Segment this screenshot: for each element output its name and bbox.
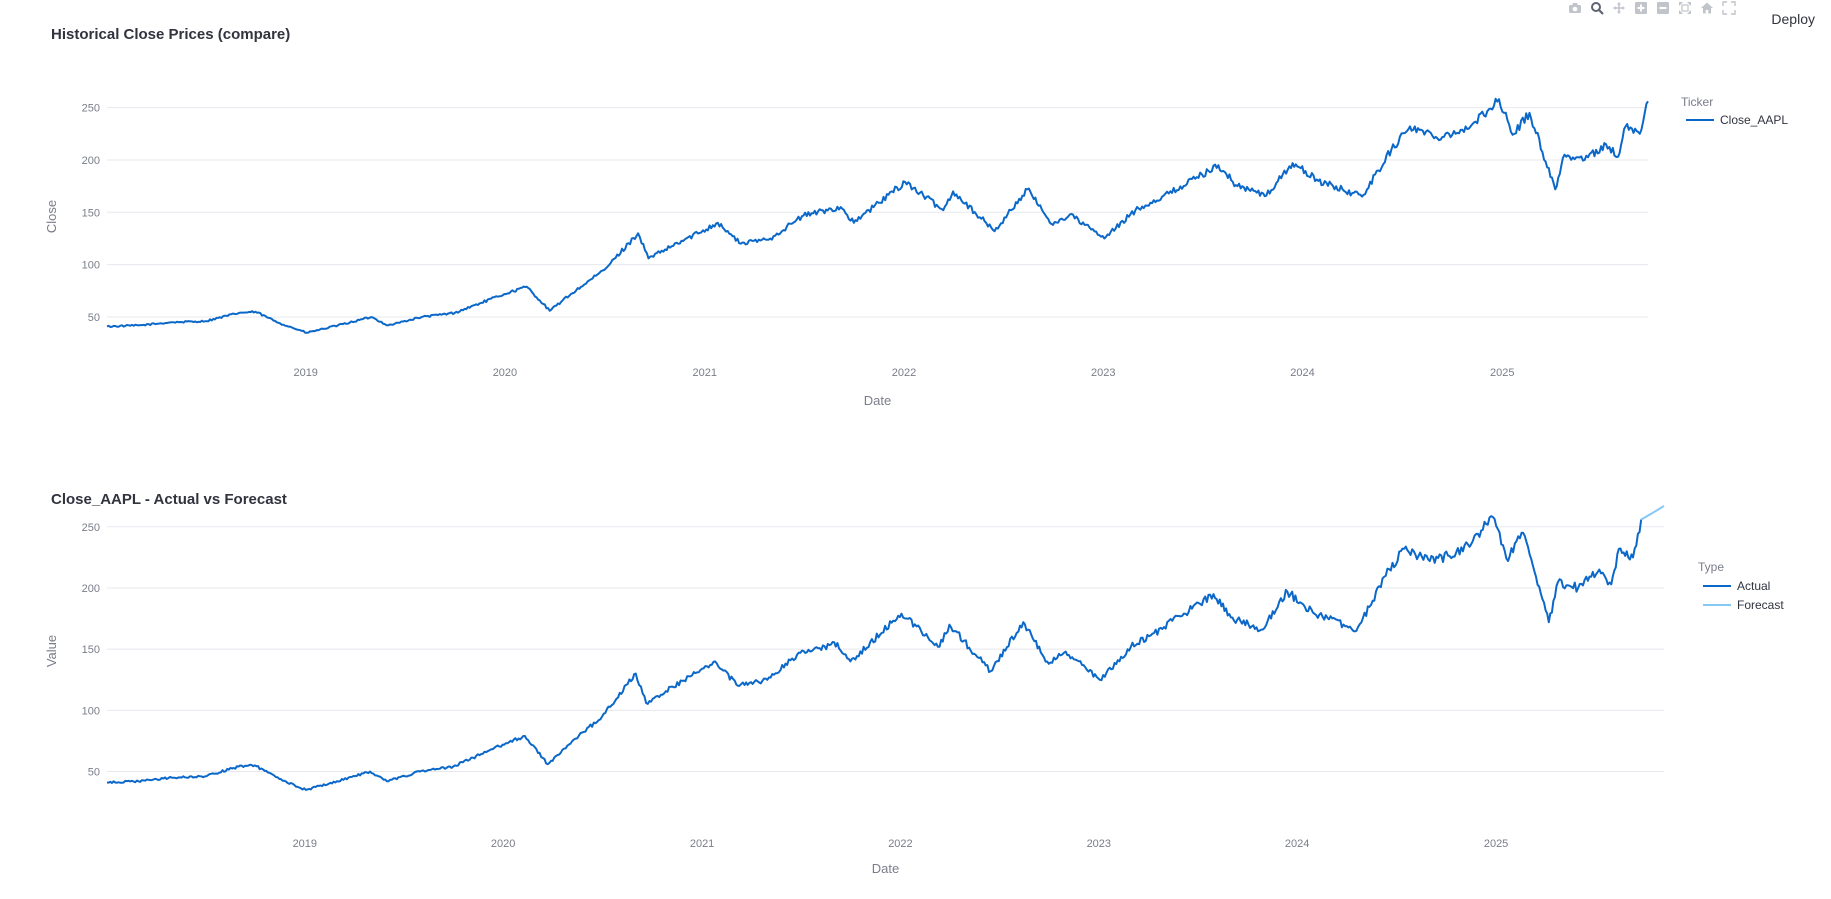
x-tick-label: 2020 (493, 367, 517, 379)
y-axis-title: Value (44, 635, 59, 667)
legend-item-label[interactable]: Close_AAPL (1720, 113, 1788, 127)
autoscale-icon[interactable] (1674, 0, 1696, 16)
camera-icon[interactable] (1564, 0, 1586, 16)
reset-axes-icon[interactable] (1696, 0, 1718, 16)
actual-vs-forecast-plot[interactable]: 50 100 150 200 250 2019 2020 2021 2022 2023 2024 20… (0, 465, 1831, 895)
x-axis-title: Date (864, 393, 891, 408)
y-tick-label: 50 (88, 312, 100, 324)
x-tick-label: 2023 (1087, 838, 1111, 850)
series-line-actual[interactable] (106, 515, 1643, 791)
x-tick-label: 2025 (1490, 367, 1514, 379)
series-line-close-aapl[interactable] (106, 97, 1649, 334)
y-tick-label: 150 (82, 207, 100, 219)
y-tick-label: 100 (82, 260, 100, 272)
chart-title: Historical Close Prices (compare) (51, 26, 291, 43)
legend-title: Type (1698, 560, 1724, 574)
legend-item-label[interactable]: Forecast (1737, 598, 1784, 612)
x-tick-label: 2021 (692, 367, 716, 379)
series-line-forecast[interactable] (1640, 505, 1665, 521)
pan-icon[interactable] (1608, 0, 1630, 16)
historical-close-plot[interactable]: 50 100 150 200 250 2019 2020 2021 2022 2023 2024 20… (0, 0, 1831, 420)
x-tick-label: 2024 (1290, 367, 1314, 379)
chart-modebar (1564, 0, 1740, 16)
x-tick-label: 2025 (1484, 838, 1508, 850)
y-tick-label: 250 (82, 522, 100, 534)
zoom-icon[interactable] (1586, 0, 1608, 16)
actual-vs-forecast-chart: Close_AAPL - Actual vs Forecast 50 100 150… (0, 465, 1831, 895)
x-axis-title: Date (872, 861, 899, 876)
x-tick-label: 2023 (1091, 367, 1115, 379)
x-tick-label: 2022 (892, 367, 916, 379)
y-tick-label: 150 (82, 644, 100, 656)
x-tick-label: 2022 (888, 838, 912, 850)
legend-item-label[interactable]: Actual (1737, 579, 1770, 593)
x-tick-label: 2024 (1285, 838, 1309, 850)
y-tick-label: 100 (82, 705, 100, 717)
zoom-in-icon[interactable] (1630, 0, 1652, 16)
zoom-out-icon[interactable] (1652, 0, 1674, 16)
chart-title: Close_AAPL - Actual vs Forecast (51, 491, 287, 508)
x-tick-label: 2019 (293, 838, 317, 850)
y-tick-label: 50 (88, 767, 100, 779)
deploy-button[interactable]: Deploy (1771, 11, 1815, 27)
fullscreen-icon[interactable] (1718, 0, 1740, 16)
historical-close-chart: Historical Close Prices (compare) 50 100 1… (0, 0, 1831, 420)
x-tick-label: 2020 (491, 838, 515, 850)
y-tick-label: 200 (82, 583, 100, 595)
y-tick-label: 200 (82, 155, 100, 167)
y-tick-label: 250 (82, 103, 100, 115)
x-tick-label: 2021 (690, 838, 714, 850)
x-tick-label: 2019 (293, 367, 317, 379)
y-axis-title: Close (44, 200, 59, 233)
legend-title: Ticker (1681, 95, 1713, 109)
